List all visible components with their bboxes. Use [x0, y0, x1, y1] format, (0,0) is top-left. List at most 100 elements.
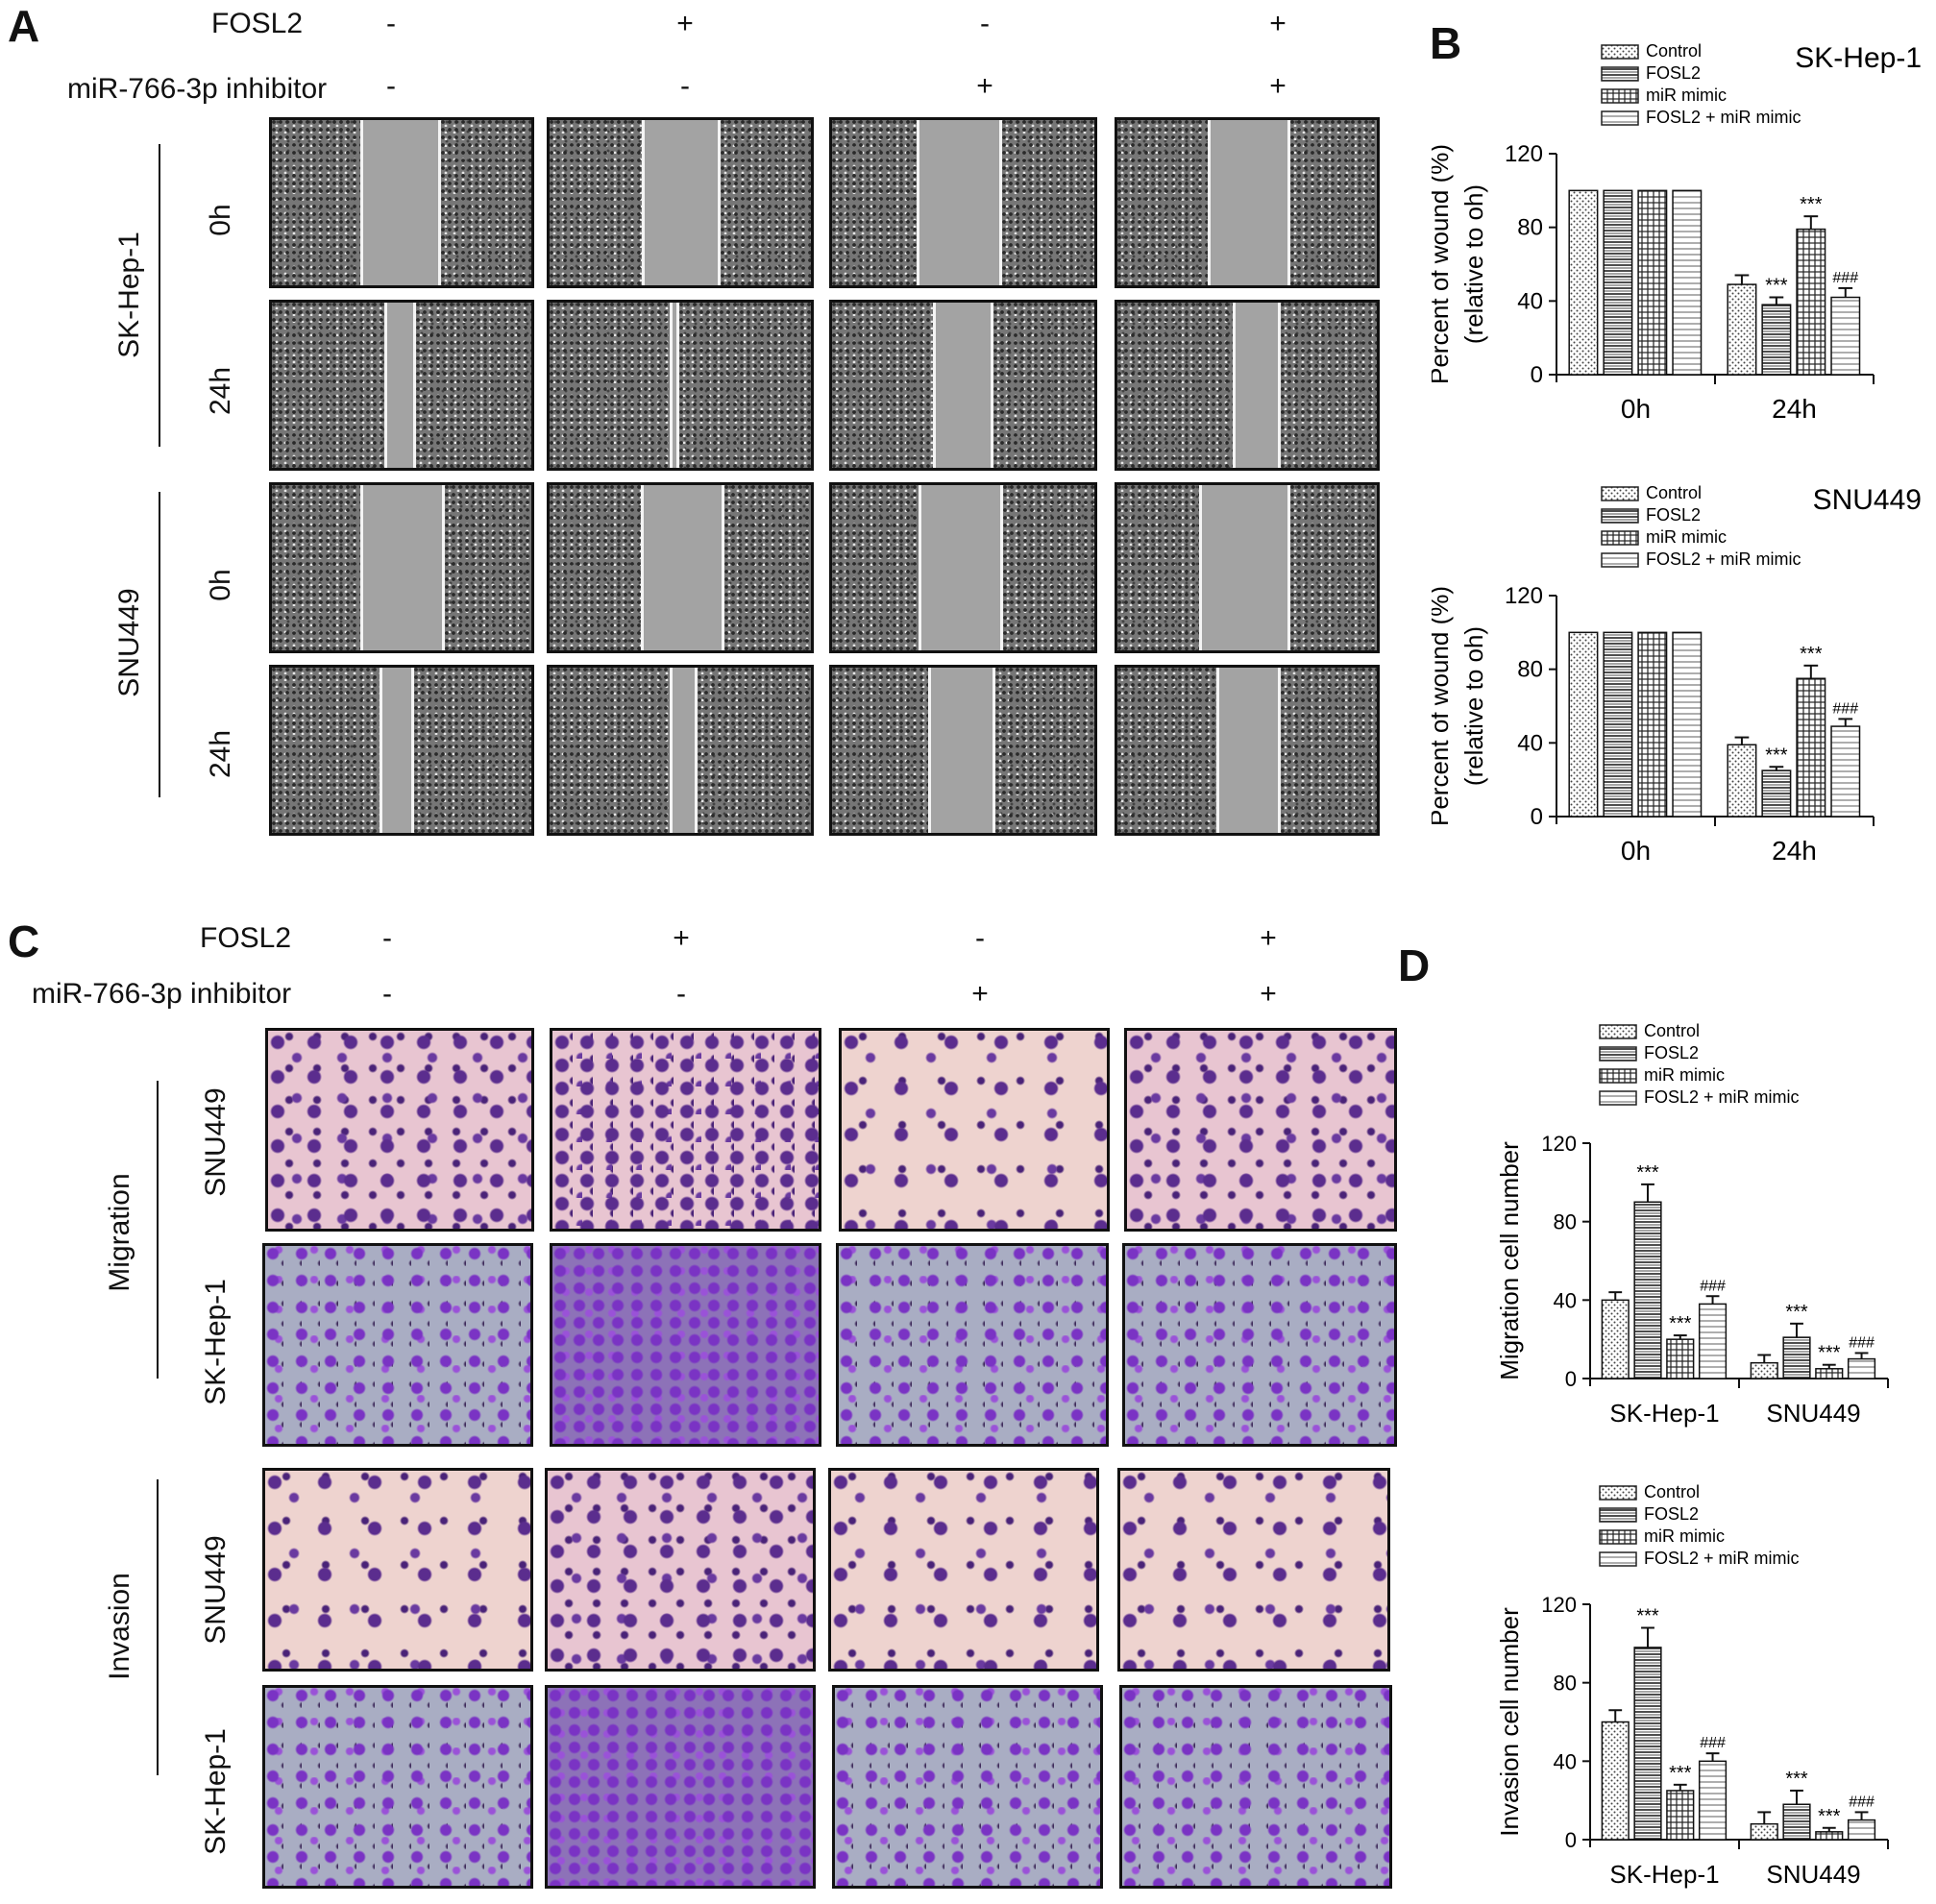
wound-image-sk-hep-1-24h-4: [1115, 300, 1380, 471]
legend-swatch: [1599, 1024, 1637, 1039]
x-category-label: SK-Hep-1: [1609, 1399, 1719, 1428]
row-label-c-2: SK-Hep-1: [200, 1279, 232, 1405]
inhibitor-sign-c-2: -: [676, 978, 686, 1010]
invasion-image-sk-hep-1-3: [832, 1685, 1103, 1889]
row-label-c-1: SNU449: [200, 1087, 232, 1197]
legend-swatch: [1601, 552, 1639, 568]
cell-line-label-snu449-a: SNU449: [113, 588, 145, 697]
legend-label: FOSL2: [1646, 505, 1701, 525]
inhibitor-sign-c-4: +: [1260, 978, 1277, 1010]
legend-label: Control: [1644, 1482, 1700, 1501]
invasion-image-snu449-2: [545, 1468, 816, 1672]
migration-image-sk-hep-1-1: [262, 1243, 533, 1447]
bar: [1796, 228, 1826, 376]
y-tick-label: 0: [1531, 804, 1543, 830]
legend-label: FOSL2 + miR mimic: [1644, 1087, 1800, 1107]
panel-label-d: D: [1398, 940, 1431, 990]
y-tick-label: 80: [1517, 215, 1543, 241]
bar: [1637, 631, 1668, 818]
migration-image-sk-hep-1-3: [836, 1243, 1109, 1447]
fosl2-condition-label-c: FOSL2: [200, 922, 292, 954]
significance-label: ***: [1785, 1302, 1808, 1323]
bar: [1782, 1803, 1811, 1841]
wound-image-snu449-24h-4: [1115, 665, 1380, 836]
wound-image-sk-hep-1-0h-3: [829, 117, 1097, 288]
x-category-label: SNU449: [1766, 1860, 1860, 1889]
inhibitor-sign-a-3: +: [976, 70, 993, 102]
inhibitor-sign-c-1: -: [382, 978, 392, 1010]
row-label-c-4: SK-Hep-1: [200, 1728, 232, 1855]
legend-label: miR mimic: [1644, 1526, 1725, 1546]
bar: [1727, 283, 1757, 376]
y-axis-label: Migration cell number: [1495, 1141, 1524, 1380]
wound-image-snu449-24h-1: [269, 665, 534, 836]
legend-swatch: [1601, 44, 1639, 60]
x-category-label: SNU449: [1766, 1399, 1860, 1428]
bar: [1698, 1303, 1728, 1379]
wound-image-sk-hep-1-0h-2: [547, 117, 814, 288]
fosl2-sign-a-4: +: [1269, 8, 1287, 39]
wound-image-sk-hep-1-24h-1: [269, 300, 534, 471]
assay-label-invasion: Invasion: [104, 1573, 135, 1680]
significance-label: ###: [1849, 1794, 1875, 1810]
bar: [1637, 189, 1668, 376]
y-tick-label: 40: [1517, 730, 1543, 756]
panel-label-c: C: [8, 916, 40, 966]
wound-image-snu449-24h-2: [547, 665, 814, 836]
significance-label: ***: [1636, 1606, 1659, 1627]
inhibitor-sign-a-4: +: [1269, 70, 1287, 102]
x-category-label: 0h: [1621, 836, 1651, 866]
legend-label: miR mimic: [1646, 85, 1727, 105]
legend-swatch: [1601, 66, 1639, 82]
legend-swatch: [1601, 88, 1639, 104]
bar: [1666, 1338, 1695, 1379]
y-tick-label: 120: [1505, 583, 1543, 609]
y-tick-label: 120: [1505, 141, 1543, 167]
y-tick-label: 0: [1565, 1367, 1577, 1391]
y-tick-label: 40: [1517, 288, 1543, 314]
bar: [1601, 1299, 1630, 1379]
bar: [1750, 1361, 1778, 1379]
significance-label: ###: [1700, 1735, 1726, 1751]
bar: [1847, 1819, 1876, 1841]
legend-swatch: [1599, 1485, 1637, 1501]
legend-swatch: [1601, 110, 1639, 126]
y-axis-label: Percent of wound (%): [1432, 144, 1454, 384]
y-tick-label: 80: [1554, 1672, 1577, 1696]
inhibitor-sign-a-1: -: [386, 70, 396, 102]
wound-image-snu449-0h-4: [1115, 482, 1380, 653]
wound-image-sk-hep-1-24h-2: [547, 300, 814, 471]
bar: [1568, 189, 1599, 376]
significance-label: ***: [1765, 276, 1788, 297]
legend-label: Control: [1646, 41, 1702, 61]
fosl2-condition-label-a: FOSL2: [211, 8, 304, 39]
snu449-bracket-a: [159, 492, 160, 797]
bar: [1666, 1790, 1695, 1841]
inhibitor-sign-a-2: -: [680, 70, 690, 102]
timepoint-label-a-2: 24h: [205, 366, 236, 416]
invasion-image-sk-hep-1-2: [545, 1685, 816, 1889]
y-tick-label: 80: [1554, 1210, 1577, 1234]
x-category-label: 24h: [1772, 836, 1817, 866]
migration-image-sk-hep-1-2: [550, 1243, 821, 1447]
timepoint-label-a-4: 24h: [205, 729, 236, 779]
invasion-image-sk-hep-1-1: [262, 1685, 533, 1889]
legend-swatch: [1599, 1551, 1637, 1567]
y-axis-label: Percent of wound (%): [1432, 586, 1454, 826]
bar: [1815, 1831, 1844, 1841]
fosl2-sign-a-1: -: [386, 8, 396, 39]
wound-image-sk-hep-1-24h-3: [829, 300, 1097, 471]
legend-label: Control: [1644, 1021, 1700, 1040]
significance-label: ***: [1800, 644, 1823, 665]
fosl2-sign-c-4: +: [1260, 922, 1277, 954]
bar: [1761, 304, 1792, 376]
y-tick-label: 40: [1554, 1288, 1577, 1312]
significance-label: ***: [1818, 1343, 1841, 1364]
bar: [1568, 631, 1599, 818]
legend-swatch: [1599, 1046, 1637, 1062]
timepoint-label-a-1: 0h: [205, 204, 236, 236]
legend-swatch: [1601, 530, 1639, 546]
panel-label-b: B: [1430, 18, 1462, 68]
inhibitor-sign-c-3: +: [971, 978, 989, 1010]
